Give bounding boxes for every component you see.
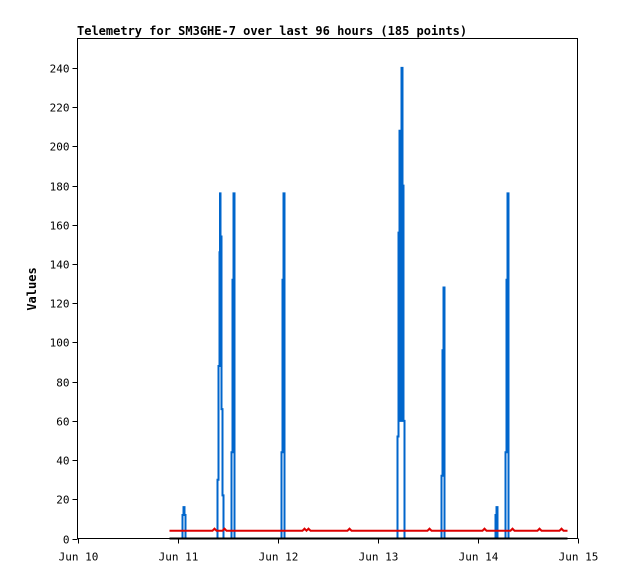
- x-tick-label: Jun 15: [559, 551, 599, 564]
- y-tick-label: 200: [50, 141, 70, 154]
- y-tick-label: 100: [50, 337, 70, 350]
- y-tick-label: 220: [50, 102, 70, 115]
- y-tick-label: 40: [56, 455, 69, 468]
- chart-title: Telemetry for SM3GHE-7 over last 96 hour…: [77, 24, 467, 38]
- x-tick-label: Jun 10: [59, 551, 99, 564]
- x-tick-label: Jun 11: [159, 551, 199, 564]
- x-tick-label: Jun 12: [259, 551, 299, 564]
- y-tick-label: 180: [50, 181, 70, 194]
- y-tick-label: 140: [50, 259, 70, 272]
- x-axis: Jun 10 Jun 11 Jun 12 Jun 13 Jun 14 Jun 15: [59, 538, 599, 564]
- series-line-1: [169, 527, 568, 533]
- series-layer: [169, 66, 568, 540]
- series-line-0: [169, 66, 568, 540]
- y-axis: 0 20 40 60 80 100 120 140 160 180 200 220 240: [50, 63, 78, 547]
- y-tick-label: 80: [56, 377, 69, 390]
- y-tick-label: 120: [50, 298, 70, 311]
- x-tick-label: Jun 14: [459, 551, 499, 564]
- plot-frame: [77, 38, 578, 539]
- y-tick-label: 240: [50, 63, 70, 76]
- y-tick-label: 0: [63, 534, 70, 547]
- y-axis-label: Values: [25, 267, 39, 310]
- y-tick-label: 20: [56, 494, 69, 507]
- y-tick-label: 60: [56, 416, 69, 429]
- x-tick-label: Jun 13: [359, 551, 399, 564]
- y-tick-label: 160: [50, 220, 70, 233]
